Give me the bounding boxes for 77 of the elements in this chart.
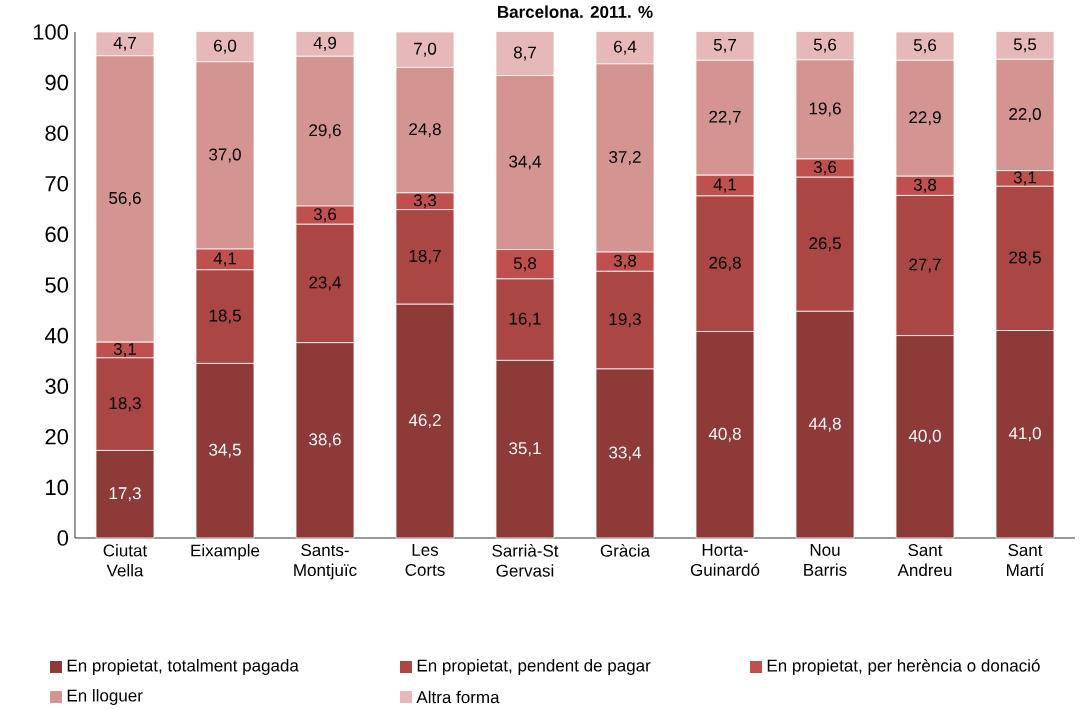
y-tick-label: 10 <box>46 479 69 496</box>
x-tick-label: Sants-Montjuïc <box>294 544 357 580</box>
data-label: 3,8 <box>913 178 937 193</box>
data-label: 22,7 <box>709 110 741 125</box>
data-label: 4,1 <box>713 178 736 193</box>
data-label: 5,7 <box>713 38 736 53</box>
data-label: 3,1 <box>1013 171 1036 186</box>
data-label: 5,6 <box>913 39 937 54</box>
x-tick-label: Nou Barris <box>804 544 847 576</box>
data-label: 34,4 <box>509 155 542 170</box>
data-label: 26,5 <box>809 237 841 252</box>
data-label: 34,5 <box>209 443 241 458</box>
data-label: 26,8 <box>709 256 741 271</box>
x-tick-label: Eixample <box>191 544 260 560</box>
data-label: 24,8 <box>409 123 441 138</box>
x-tick-label: Ciutat Vella <box>103 544 148 577</box>
legend-label: En propietat, totalment pagada <box>67 659 299 675</box>
legend-label: En lloguer <box>67 689 143 705</box>
data-label: 4,9 <box>313 36 337 51</box>
y-tick-label: 0 <box>57 530 69 546</box>
x-tick-label: Sant Andreu <box>897 544 952 577</box>
data-label: 8,7 <box>513 46 536 61</box>
data-label: 4,1 <box>213 252 236 267</box>
data-label: 28,5 <box>1009 251 1041 266</box>
data-label: 5,6 <box>813 38 837 53</box>
data-label: 5,5 <box>1013 38 1037 53</box>
data-label: 3,8 <box>613 254 637 269</box>
data-label: 18,5 <box>209 309 241 324</box>
y-tick-label: 100 <box>33 24 69 40</box>
legend-label: En propietat, pendent de pagar <box>417 659 651 675</box>
data-label: 37,2 <box>609 150 641 165</box>
y-tick-label: 60 <box>45 226 69 243</box>
data-label: 3,1 <box>113 343 136 358</box>
x-tick-label: Gràcia <box>600 544 651 557</box>
x-tick-label: Sarrià-St Gervasi <box>492 544 559 577</box>
y-tick-label: 50 <box>45 277 69 293</box>
data-label: 7,0 <box>414 42 437 57</box>
data-label: 40,0 <box>908 429 941 444</box>
legend-label: Altra forma <box>416 690 500 704</box>
y-tick-label: 80 <box>45 125 69 141</box>
data-label: 5,8 <box>513 257 537 272</box>
data-label: 3,6 <box>813 161 837 176</box>
data-label: 18,3 <box>109 397 141 412</box>
data-label: 37,0 <box>209 148 241 163</box>
data-label: 29,6 <box>309 124 341 139</box>
data-label: 22,0 <box>1009 107 1041 122</box>
data-label: 46,2 <box>408 414 441 429</box>
y-tick-label: 90 <box>45 74 69 91</box>
data-label: 38,6 <box>309 433 341 448</box>
data-label: 17,3 <box>109 487 141 502</box>
y-tick-label: 20 <box>45 429 69 445</box>
data-label: 33,4 <box>609 446 642 461</box>
x-tick-label: Sant Martí <box>1007 544 1045 577</box>
data-label: 27,7 <box>909 258 941 273</box>
data-label: 40,8 <box>708 427 741 442</box>
data-label: 41,0 <box>1008 427 1041 442</box>
y-tick-label: 30 <box>45 378 69 394</box>
x-tick-label: Les Corts <box>405 544 445 576</box>
data-label: 6,0 <box>214 39 237 54</box>
legend-label: En propietat, per herència o donació <box>767 658 1040 675</box>
data-label: 35,1 <box>509 442 541 457</box>
chart-title: Barcelona. 2011. % <box>498 5 653 18</box>
data-label: 3,6 <box>313 208 337 223</box>
data-label: 23,4 <box>309 276 342 291</box>
data-label: 56,6 <box>109 191 141 206</box>
data-label: 19,6 <box>809 102 841 117</box>
data-label: 22,9 <box>909 111 941 126</box>
data-label: 4,7 <box>113 36 136 51</box>
data-label: 18,7 <box>409 249 441 264</box>
data-label: 6,4 <box>614 40 637 55</box>
data-label: 16,1 <box>509 312 541 327</box>
data-label: 3,3 <box>413 194 437 209</box>
x-tick-label: Horta-Guinardó <box>690 544 760 576</box>
y-tick-label: 40 <box>44 327 69 344</box>
y-tick-label: 70 <box>45 176 69 192</box>
data-label: 44,8 <box>808 417 841 432</box>
data-label: 19,3 <box>609 313 641 328</box>
